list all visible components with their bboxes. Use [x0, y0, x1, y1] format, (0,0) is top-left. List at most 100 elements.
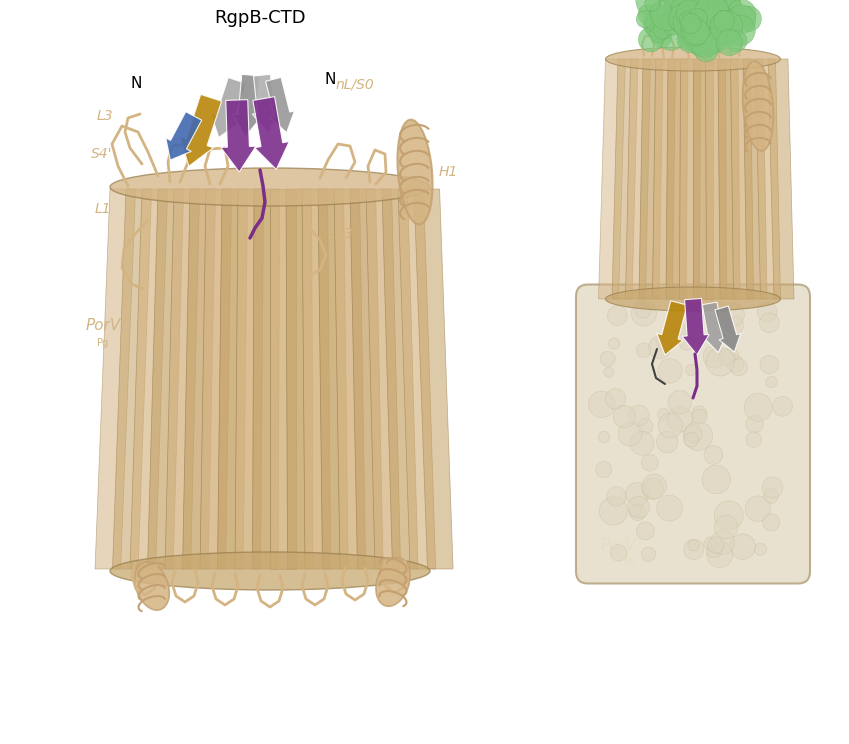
Circle shape: [655, 20, 686, 51]
Polygon shape: [612, 59, 638, 299]
Circle shape: [682, 19, 708, 46]
Circle shape: [605, 388, 626, 409]
Circle shape: [727, 356, 744, 372]
Circle shape: [730, 359, 747, 376]
Circle shape: [680, 337, 694, 350]
Circle shape: [703, 345, 726, 368]
Polygon shape: [286, 189, 313, 569]
Circle shape: [683, 11, 703, 31]
Circle shape: [658, 359, 682, 383]
Text: S4': S4': [91, 147, 113, 161]
FancyBboxPatch shape: [576, 284, 810, 583]
Circle shape: [680, 10, 710, 39]
Circle shape: [652, 28, 672, 48]
Circle shape: [671, 6, 701, 36]
Polygon shape: [165, 189, 200, 569]
Circle shape: [650, 0, 683, 31]
Circle shape: [755, 543, 767, 555]
Circle shape: [662, 10, 678, 26]
Circle shape: [678, 8, 706, 37]
Polygon shape: [743, 59, 767, 299]
Polygon shape: [233, 74, 261, 137]
Circle shape: [686, 4, 713, 31]
Circle shape: [649, 4, 666, 20]
Circle shape: [773, 397, 792, 416]
Circle shape: [681, 20, 696, 36]
Circle shape: [656, 496, 683, 521]
Circle shape: [642, 474, 666, 498]
Polygon shape: [382, 189, 418, 569]
Circle shape: [723, 0, 740, 15]
Ellipse shape: [110, 552, 430, 590]
Circle shape: [676, 13, 697, 34]
Polygon shape: [221, 100, 256, 172]
Circle shape: [727, 5, 756, 33]
Circle shape: [628, 496, 649, 518]
Polygon shape: [211, 77, 246, 138]
Circle shape: [683, 19, 713, 51]
Circle shape: [706, 542, 733, 568]
Polygon shape: [626, 59, 650, 299]
Circle shape: [644, 9, 676, 40]
Polygon shape: [166, 112, 202, 160]
Circle shape: [745, 394, 773, 421]
Circle shape: [638, 5, 657, 24]
Circle shape: [683, 539, 704, 559]
Circle shape: [694, 37, 718, 62]
Polygon shape: [679, 59, 700, 299]
Polygon shape: [270, 189, 295, 569]
Text: E: E: [231, 125, 241, 139]
Circle shape: [697, 19, 723, 45]
Circle shape: [666, 1, 697, 31]
Circle shape: [610, 545, 627, 561]
Polygon shape: [702, 302, 727, 353]
Circle shape: [760, 355, 779, 373]
Circle shape: [635, 303, 650, 318]
Circle shape: [678, 6, 700, 28]
Circle shape: [717, 30, 742, 56]
Ellipse shape: [376, 558, 410, 606]
Text: L1: L1: [95, 202, 111, 216]
Polygon shape: [657, 301, 687, 355]
Text: L13: L13: [327, 227, 352, 241]
Circle shape: [604, 368, 614, 377]
Circle shape: [636, 10, 654, 28]
Polygon shape: [217, 189, 248, 569]
Polygon shape: [718, 59, 740, 299]
Circle shape: [677, 6, 707, 37]
Ellipse shape: [605, 47, 780, 71]
Text: B: B: [265, 125, 275, 139]
Circle shape: [677, 25, 704, 53]
Circle shape: [668, 0, 689, 13]
Polygon shape: [693, 59, 713, 299]
Circle shape: [675, 4, 705, 34]
Text: H1: H1: [438, 165, 458, 179]
Circle shape: [669, 3, 700, 34]
Circle shape: [687, 13, 705, 31]
Circle shape: [757, 302, 777, 322]
Circle shape: [686, 8, 708, 30]
Circle shape: [766, 376, 777, 388]
Circle shape: [730, 534, 756, 559]
Polygon shape: [252, 74, 279, 133]
Circle shape: [678, 16, 709, 48]
Text: D: D: [190, 121, 202, 135]
Circle shape: [706, 347, 734, 376]
Circle shape: [630, 504, 646, 521]
Circle shape: [638, 418, 653, 434]
Circle shape: [760, 313, 779, 333]
Circle shape: [596, 461, 611, 478]
Circle shape: [656, 333, 674, 351]
Circle shape: [653, 21, 671, 39]
Circle shape: [641, 455, 658, 471]
Circle shape: [725, 31, 747, 52]
Circle shape: [599, 497, 627, 525]
Circle shape: [707, 7, 738, 36]
Circle shape: [690, 2, 722, 34]
Polygon shape: [334, 189, 366, 569]
Circle shape: [694, 7, 719, 32]
Circle shape: [609, 338, 620, 349]
Circle shape: [714, 501, 743, 530]
Circle shape: [668, 391, 691, 414]
Circle shape: [683, 432, 699, 447]
